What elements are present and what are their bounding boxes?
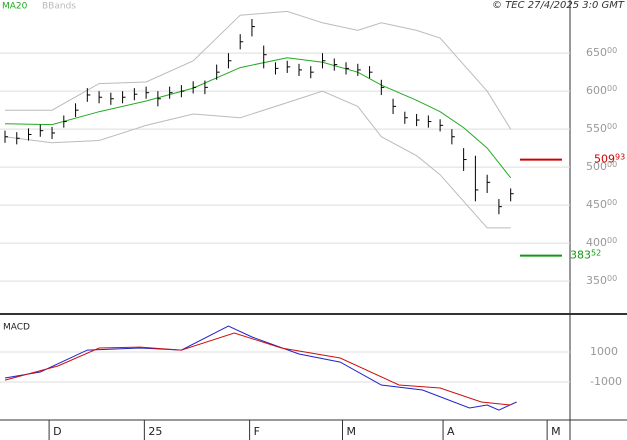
y-tick-label: 1000 bbox=[590, 345, 618, 358]
y-tick-label-decimals: 00 bbox=[607, 84, 617, 93]
y-tick-label: 65000 bbox=[586, 46, 617, 60]
panel-title: MACD bbox=[3, 323, 30, 333]
price-level-label-main: 383 bbox=[570, 249, 591, 262]
y-tick-label: -1000 bbox=[590, 375, 622, 388]
price-level-label-main: 509 bbox=[594, 153, 615, 166]
price-level-label-decimals: 52 bbox=[591, 248, 601, 257]
y-tick-label-main: 500 bbox=[586, 160, 607, 173]
y-tick-label-decimals: 00 bbox=[607, 198, 617, 207]
y-tick-label-main: 400 bbox=[586, 236, 607, 249]
y-tick-label-decimals: 00 bbox=[607, 160, 617, 169]
y-tick-label-main: 550 bbox=[586, 122, 607, 135]
y-tick-label: 35000 bbox=[586, 274, 617, 288]
legend-entry: MA20 bbox=[2, 2, 28, 12]
x-tick-label: M bbox=[347, 425, 357, 438]
y-tick-label-main: 600 bbox=[586, 84, 607, 97]
y-tick-label: 45000 bbox=[586, 198, 617, 212]
price-level-label-decimals: 93 bbox=[615, 152, 625, 161]
x-tick-label: 25 bbox=[148, 425, 162, 438]
macd-line bbox=[4, 332, 511, 406]
y-tick-label-main: 350 bbox=[586, 274, 607, 287]
x-tick-label: F bbox=[254, 425, 260, 438]
y-tick-label-main: 650 bbox=[586, 46, 607, 59]
price-level-label: 38352 bbox=[570, 248, 601, 262]
y-tick-label: 50000 bbox=[586, 160, 617, 174]
y-tick-label: 55000 bbox=[586, 122, 617, 136]
x-tick-label: D bbox=[53, 425, 61, 438]
y-tick-label-decimals: 00 bbox=[607, 274, 617, 283]
y-tick-label-main: 450 bbox=[586, 198, 607, 211]
x-tick-label: M bbox=[551, 425, 561, 438]
y-tick-label-decimals: 00 bbox=[607, 46, 617, 55]
y-tick-label-decimals: 00 bbox=[607, 236, 617, 245]
copyright: © TEC 27/4/2025 3:0 GMT bbox=[492, 0, 625, 11]
y-tick-label: 40000 bbox=[586, 236, 617, 250]
macd-line bbox=[4, 325, 517, 411]
bollinger-lower bbox=[4, 90, 511, 229]
y-tick-label: 60000 bbox=[586, 84, 617, 98]
price-level-label: 50993 bbox=[594, 152, 625, 166]
legend-entry: BBands bbox=[42, 2, 76, 12]
y-tick-label-decimals: 00 bbox=[607, 122, 617, 131]
bollinger-upper bbox=[5, 10, 512, 130]
x-tick-label: A bbox=[447, 425, 455, 438]
